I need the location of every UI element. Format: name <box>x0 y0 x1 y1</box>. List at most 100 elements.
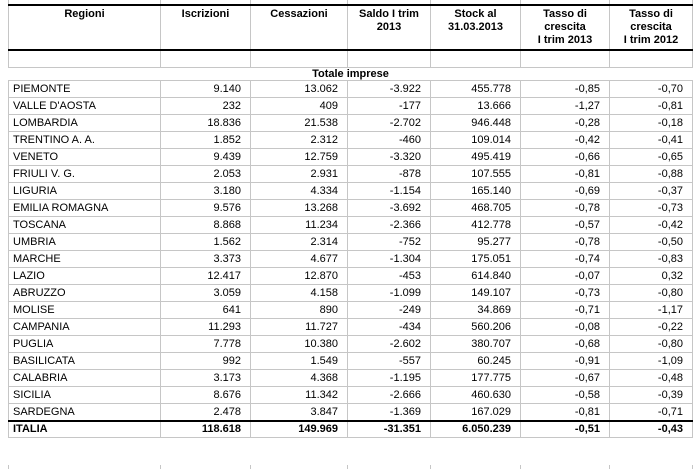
value-cell-cessazioni: 4.158 <box>250 283 348 302</box>
table-row: PIEMONTE 9.140 13.062 -3.922 455.778 -0,85 -0,… <box>8 79 693 98</box>
value-cell-tasso-crescita-i-trim-2013: -0,71 <box>520 300 610 319</box>
table-row: MOLISE 641 890 -249 34.869 -0,71 -1,17 <box>8 300 693 319</box>
value-cell-saldo-i-trim-2013: -3.320 <box>347 147 431 166</box>
region-name-cell: ITALIA <box>8 419 161 438</box>
region-name-cell: VENETO <box>8 147 161 166</box>
value-cell-tasso-crescita-i-trim-2013: -0,91 <box>520 351 610 370</box>
value-cell-iscrizioni: 992 <box>160 351 251 370</box>
value-cell-saldo-i-trim-2013: -453 <box>347 266 431 285</box>
column-header-stock-al-31-03-2013: Stock al 31.03.2013 <box>430 4 521 51</box>
table-row: PUGLIA 7.778 10.380 -2.602 380.707 -0,68 -0,80 <box>8 334 693 353</box>
value-cell-cessazioni: 11.342 <box>250 385 348 404</box>
value-cell-tasso-crescita-i-trim-2012: -1,09 <box>609 351 693 370</box>
column-header-iscrizioni: Iscrizioni <box>160 4 251 51</box>
table-header-row: Regioni Iscrizioni Cessazioni Saldo I trim … <box>8 4 693 51</box>
region-name-cell: TOSCANA <box>8 215 161 234</box>
value-cell-iscrizioni: 7.778 <box>160 334 251 353</box>
value-cell-tasso-crescita-i-trim-2012: -0,88 <box>609 164 693 183</box>
value-cell-tasso-crescita-i-trim-2013: -0,81 <box>520 402 610 421</box>
column-border-tick <box>430 0 431 4</box>
value-cell-saldo-i-trim-2013: -2.666 <box>347 385 431 404</box>
value-cell-saldo-i-trim-2013: -2.366 <box>347 215 431 234</box>
value-cell-tasso-crescita-i-trim-2013: -0,78 <box>520 232 610 251</box>
value-cell-cessazioni: 2.931 <box>250 164 348 183</box>
value-cell-iscrizioni: 18.836 <box>160 113 251 132</box>
value-cell-stock-al-31-03-2013: 109.014 <box>430 130 521 149</box>
value-cell-tasso-crescita-i-trim-2013: -0,81 <box>520 164 610 183</box>
table-row: TOSCANA 8.868 11.234 -2.366 412.778 -0,57 -0,4… <box>8 215 693 234</box>
value-cell-stock-al-31-03-2013: 13.666 <box>430 96 521 115</box>
region-name-cell: LOMBARDIA <box>8 113 161 132</box>
column-header-tasso-crescita-i-trim-2013: Tasso di crescita I trim 2013 <box>520 4 610 51</box>
value-cell-tasso-crescita-i-trim-2013: -0,28 <box>520 113 610 132</box>
value-cell-saldo-i-trim-2013: -557 <box>347 351 431 370</box>
column-header-saldo-i-trim-2013: Saldo I trim 2013 <box>347 4 431 51</box>
section-title-row: Totale imprese <box>8 66 693 81</box>
value-cell-iscrizioni: 1.852 <box>160 130 251 149</box>
value-cell-stock-al-31-03-2013: 468.705 <box>430 198 521 217</box>
value-cell-stock-al-31-03-2013: 6.050.239 <box>430 419 521 438</box>
value-cell-tasso-crescita-i-trim-2013: -0,73 <box>520 283 610 302</box>
column-header-regioni: Regioni <box>8 4 161 51</box>
regions-table: Regioni Iscrizioni Cessazioni Saldo I trim … <box>8 4 693 438</box>
value-cell-tasso-crescita-i-trim-2012: -0,39 <box>609 385 693 404</box>
value-cell-saldo-i-trim-2013: -2.602 <box>347 334 431 353</box>
region-name-cell: CAMPANIA <box>8 317 161 336</box>
region-name-cell: VALLE D'AOSTA <box>8 96 161 115</box>
column-border-tick <box>8 0 9 4</box>
value-cell-tasso-crescita-i-trim-2013: -0,58 <box>520 385 610 404</box>
table-row: LAZIO 12.417 12.870 -453 614.840 -0,07 0,32 <box>8 266 693 285</box>
column-border-tick <box>160 465 161 469</box>
value-cell-cessazioni: 13.268 <box>250 198 348 217</box>
value-cell-saldo-i-trim-2013: -1.304 <box>347 249 431 268</box>
value-cell-tasso-crescita-i-trim-2013: -0,69 <box>520 181 610 200</box>
value-cell-tasso-crescita-i-trim-2013: -0,68 <box>520 334 610 353</box>
column-border-tick <box>430 465 431 469</box>
region-name-cell: FRIULI V. G. <box>8 164 161 183</box>
value-cell-stock-al-31-03-2013: 495.419 <box>430 147 521 166</box>
value-cell-cessazioni: 21.538 <box>250 113 348 132</box>
value-cell-tasso-crescita-i-trim-2012: 0,32 <box>609 266 693 285</box>
column-border-tick <box>160 0 161 4</box>
value-cell-stock-al-31-03-2013: 60.245 <box>430 351 521 370</box>
value-cell-cessazioni: 4.368 <box>250 368 348 387</box>
table-row: UMBRIA 1.562 2.314 -752 95.277 -0,78 -0,50 <box>8 232 693 251</box>
table-row: SICILIA 8.676 11.342 -2.666 460.630 -0,58 -0,3… <box>8 385 693 404</box>
value-cell-stock-al-31-03-2013: 95.277 <box>430 232 521 251</box>
value-cell-cessazioni: 3.847 <box>250 402 348 421</box>
value-cell-saldo-i-trim-2013: -31.351 <box>347 419 431 438</box>
value-cell-tasso-crescita-i-trim-2012: -0,73 <box>609 198 693 217</box>
value-cell-stock-al-31-03-2013: 946.448 <box>430 113 521 132</box>
value-cell-cessazioni: 13.062 <box>250 79 348 98</box>
table-row: LIGURIA 3.180 4.334 -1.154 165.140 -0,69 -0,37 <box>8 181 693 200</box>
empty-cell <box>609 49 693 68</box>
value-cell-cessazioni: 2.312 <box>250 130 348 149</box>
table-row: LOMBARDIA 18.836 21.538 -2.702 946.448 -0,28-… <box>8 113 693 132</box>
table-row: VALLE D'AOSTA 232 409 -177 13.666 -1,27 -0,81 <box>8 96 693 115</box>
table-row: CALABRIA 3.173 4.368 -1.195 177.775 -0,67 -0,4… <box>8 368 693 387</box>
value-cell-saldo-i-trim-2013: -1.099 <box>347 283 431 302</box>
value-cell-cessazioni: 11.234 <box>250 215 348 234</box>
region-name-cell: LIGURIA <box>8 181 161 200</box>
column-border-tick <box>520 465 521 469</box>
column-border-tick <box>250 465 251 469</box>
value-cell-tasso-crescita-i-trim-2013: -0,85 <box>520 79 610 98</box>
value-cell-saldo-i-trim-2013: -3.922 <box>347 79 431 98</box>
column-border-tick <box>692 0 693 4</box>
table-row: BASILICATA 992 1.549 -557 60.245 -0,91 -1,09 <box>8 351 693 370</box>
value-cell-iscrizioni: 3.059 <box>160 283 251 302</box>
value-cell-stock-al-31-03-2013: 107.555 <box>430 164 521 183</box>
table-row: VENETO 9.439 12.759 -3.320 495.419 -0,66 -0,65 <box>8 147 693 166</box>
value-cell-tasso-crescita-i-trim-2012: -0,18 <box>609 113 693 132</box>
value-cell-stock-al-31-03-2013: 34.869 <box>430 300 521 319</box>
value-cell-cessazioni: 890 <box>250 300 348 319</box>
value-cell-tasso-crescita-i-trim-2012: -0,71 <box>609 402 693 421</box>
value-cell-iscrizioni: 8.868 <box>160 215 251 234</box>
value-cell-iscrizioni: 3.173 <box>160 368 251 387</box>
value-cell-cessazioni: 2.314 <box>250 232 348 251</box>
value-cell-stock-al-31-03-2013: 560.206 <box>430 317 521 336</box>
value-cell-stock-al-31-03-2013: 412.778 <box>430 215 521 234</box>
region-name-cell: TRENTINO A. A. <box>8 130 161 149</box>
value-cell-stock-al-31-03-2013: 455.778 <box>430 79 521 98</box>
value-cell-stock-al-31-03-2013: 167.029 <box>430 402 521 421</box>
